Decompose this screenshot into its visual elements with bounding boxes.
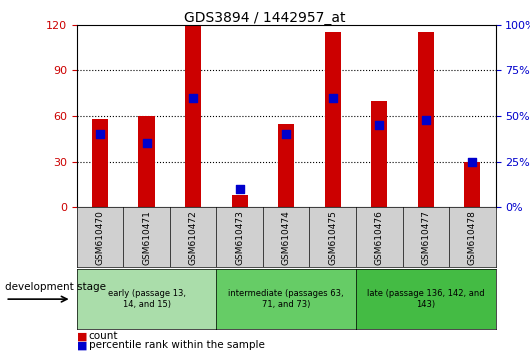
Text: intermediate (passages 63,
71, and 73): intermediate (passages 63, 71, and 73) <box>228 290 344 309</box>
Point <box>282 131 290 137</box>
Bar <box>92 119 108 207</box>
Bar <box>464 161 480 207</box>
Point <box>468 159 476 164</box>
Bar <box>232 195 248 207</box>
Point <box>189 95 197 101</box>
Text: GSM610473: GSM610473 <box>235 210 244 265</box>
Text: early (passage 13,
14, and 15): early (passage 13, 14, and 15) <box>108 290 186 309</box>
Text: GDS3894 / 1442957_at: GDS3894 / 1442957_at <box>184 11 346 25</box>
Bar <box>278 124 294 207</box>
Text: GSM610474: GSM610474 <box>282 210 290 264</box>
Text: development stage: development stage <box>5 282 107 292</box>
Point <box>143 141 151 146</box>
Text: ■: ■ <box>77 340 87 350</box>
Bar <box>138 116 155 207</box>
Point <box>375 122 384 128</box>
Bar <box>418 32 434 207</box>
Text: GSM610477: GSM610477 <box>421 210 430 265</box>
Bar <box>371 101 387 207</box>
Text: ■: ■ <box>77 331 87 341</box>
Point <box>329 95 337 101</box>
Text: GSM610471: GSM610471 <box>142 210 151 265</box>
Bar <box>185 25 201 207</box>
Text: GSM610476: GSM610476 <box>375 210 384 265</box>
Text: GSM610478: GSM610478 <box>468 210 477 265</box>
Text: GSM610470: GSM610470 <box>95 210 104 265</box>
Point <box>96 131 104 137</box>
Point <box>421 117 430 122</box>
Point <box>235 186 244 192</box>
Text: count: count <box>89 331 118 341</box>
Text: GSM610472: GSM610472 <box>189 210 198 264</box>
Text: GSM610475: GSM610475 <box>328 210 337 265</box>
Text: percentile rank within the sample: percentile rank within the sample <box>89 340 264 350</box>
Bar <box>324 32 341 207</box>
Text: late (passage 136, 142, and
143): late (passage 136, 142, and 143) <box>367 290 484 309</box>
